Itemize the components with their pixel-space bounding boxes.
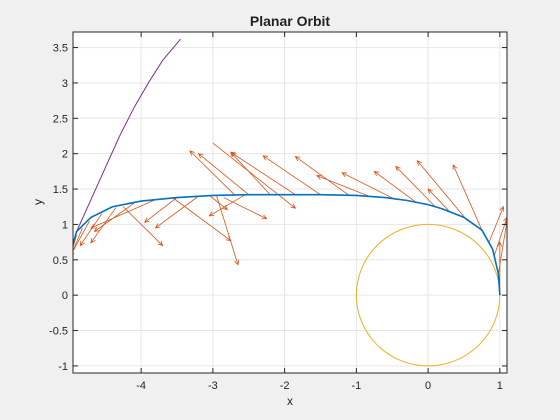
orbit-trajectory (73, 193, 501, 296)
velocity-arrow (189, 150, 235, 196)
velocity-arrow (427, 188, 450, 212)
velocity-arrow (223, 197, 268, 220)
velocity-arrow (208, 194, 246, 217)
velocity-arrow (79, 213, 103, 247)
velocity-arrow (395, 165, 436, 208)
y-axis-label: y (31, 199, 45, 205)
velocity-arrow (488, 205, 505, 243)
velocity-arrow (373, 170, 418, 204)
chart-title: Planar Orbit (250, 13, 330, 29)
y-tick-label: 1.5 (53, 184, 68, 196)
y-tick-label: 1 (62, 219, 68, 231)
y-tick-label: -1 (58, 361, 68, 373)
y-tick-label: 0 (62, 290, 68, 302)
velocity-arrow (173, 197, 232, 242)
y-tick-label: 2 (62, 149, 68, 161)
y-tick-label: 2.5 (53, 113, 68, 125)
velocity-arrow (294, 155, 350, 196)
velocity-arrow (197, 153, 250, 196)
x-tick-label: 0 (425, 380, 431, 392)
velocity-arrow (144, 197, 178, 223)
velocity-arrow (154, 195, 199, 229)
x-tick-label: -1 (351, 380, 361, 392)
velocity-arrow (209, 195, 228, 211)
x-tick-label: -4 (136, 380, 146, 392)
velocity-arrow (416, 160, 468, 222)
y-tick-label: -0.5 (49, 326, 68, 338)
velocity-arrow (230, 151, 271, 195)
y-tick-label: 3 (62, 78, 68, 90)
ticks: -4 -3 -2 -1 0 1 -1 -0.5 0 0.5 1 1.5 2 2.5 3 3.5 (49, 32, 507, 392)
velocity-arrow (90, 207, 117, 244)
plot-content (73, 38, 507, 367)
velocity-arrow (493, 216, 507, 257)
velocity-arrow (122, 206, 164, 247)
velocity-arrow (316, 174, 371, 198)
axes-box (72, 31, 508, 374)
purple-curve (76, 38, 181, 232)
y-tick-label: 3.5 (53, 43, 68, 55)
velocity-arrow (90, 199, 156, 229)
velocity-arrow (216, 195, 240, 266)
x-tick-label: -3 (208, 380, 218, 392)
velocity-arrow (341, 172, 396, 201)
velocity-arrow (262, 155, 321, 196)
plot-area (73, 38, 507, 367)
velocity-arrow (452, 164, 483, 231)
x-tick-label: -2 (280, 380, 290, 392)
velocity-arrow (93, 202, 135, 233)
velocity-arrow (212, 142, 297, 209)
x-axis-label: x (287, 394, 293, 408)
velocity-arrow (73, 227, 83, 253)
y-tick-label: 0.5 (53, 255, 68, 267)
x-tick-label: 1 (497, 380, 503, 392)
velocity-arrow (73, 234, 77, 249)
